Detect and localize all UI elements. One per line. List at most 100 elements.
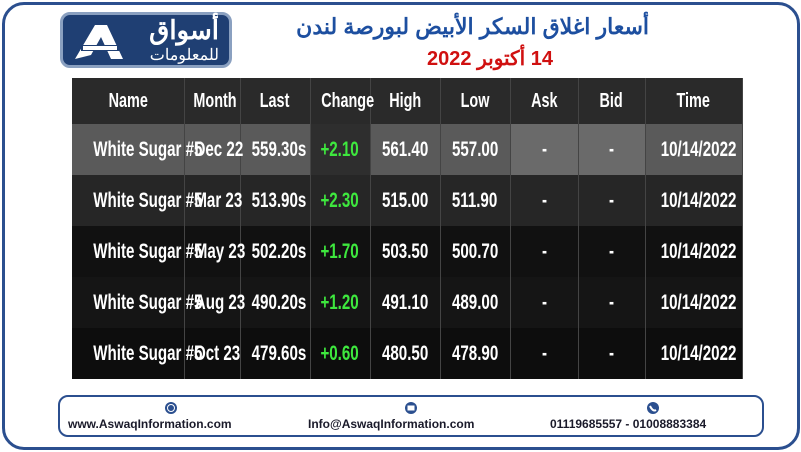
table-cell: - xyxy=(510,124,579,175)
phone: 01119685557 - 01008883384 xyxy=(550,417,707,431)
table-cell-text: +1.20 xyxy=(320,290,360,314)
table-cell-text: +0.60 xyxy=(320,341,360,365)
table-cell-text: - xyxy=(541,137,547,161)
web-icon xyxy=(165,402,177,414)
table-cell-text: - xyxy=(541,290,547,314)
table-cell: 559.30s xyxy=(240,124,311,175)
logo: أسواق للمعلومات xyxy=(60,12,232,68)
table-cell: - xyxy=(510,277,579,328)
column-header-text: Change xyxy=(320,89,374,112)
table-cell-text: - xyxy=(608,137,615,161)
website: www.AswaqInformation.com xyxy=(68,417,232,431)
table-cell: Dec 22 xyxy=(184,124,243,175)
logo-name: أسواق xyxy=(149,15,219,45)
logo-icon xyxy=(75,25,123,59)
table-cell-text: - xyxy=(608,341,615,365)
table-cell: 10/14/2022 xyxy=(645,124,743,175)
table-cell-text: - xyxy=(541,188,547,212)
table-cell-text: 503.50 xyxy=(381,239,429,263)
table-cell: - xyxy=(510,226,579,277)
column-header-text: Last xyxy=(260,89,290,112)
table-cell-text: 478.90 xyxy=(451,341,499,365)
table-cell-text: May 23 xyxy=(194,239,245,263)
column-header: Change xyxy=(310,78,374,124)
table-cell-text: 490.20s xyxy=(251,290,306,314)
table-cell-text: White Sugar #5 xyxy=(93,239,203,263)
table-cell-text: 10/14/2022 xyxy=(660,239,736,263)
table-cell: White Sugar #5 xyxy=(72,124,202,175)
table-cell-text: 511.90 xyxy=(452,188,498,212)
column-header-text: Bid xyxy=(599,89,624,112)
table-cell-text: 513.90s xyxy=(251,188,306,212)
table-cell: 478.90 xyxy=(440,328,511,379)
table-cell-text: - xyxy=(608,188,615,212)
table-cell: Aug 23 xyxy=(184,277,245,328)
table-cell: - xyxy=(578,124,646,175)
column-header-text: Low xyxy=(460,89,490,112)
table-cell-text: 10/14/2022 xyxy=(660,341,736,365)
table-cell: May 23 xyxy=(184,226,245,277)
table-cell: 511.90 xyxy=(440,175,511,226)
column-header-text: Month xyxy=(192,89,237,112)
table-cell: +1.70 xyxy=(310,226,371,277)
table-cell: Mar 23 xyxy=(184,175,242,226)
table-cell: - xyxy=(510,328,579,379)
table-cell: White Sugar #5 xyxy=(72,277,202,328)
table-row: White Sugar #5 Mar 23 513.90s +2.30 515.00 51… xyxy=(72,175,743,226)
email: Info@AswaqInformation.com xyxy=(308,417,475,431)
table-row: White Sugar #5 Oct 23 479.60s +0.60 480.50 47… xyxy=(72,328,743,379)
table-cell: 10/14/2022 xyxy=(645,328,743,379)
table-cell-text: 491.10 xyxy=(381,290,429,314)
table-cell-text: White Sugar #5 xyxy=(93,188,203,212)
table-cell-text: +1.70 xyxy=(320,239,360,263)
footer: www.AswaqInformation.com Info@AswaqInfor… xyxy=(58,395,764,437)
table-cell: 500.70 xyxy=(440,226,511,277)
column-header: High xyxy=(370,78,441,124)
table-cell: +1.20 xyxy=(310,277,371,328)
table-cell: 480.50 xyxy=(370,328,441,379)
table-cell: - xyxy=(578,175,646,226)
table-row: White Sugar #5 Aug 23 490.20s +1.20 491.10 48… xyxy=(72,277,743,328)
table-cell-text: +2.10 xyxy=(320,137,360,161)
date: 14 أكتوبر 2022 xyxy=(427,48,553,70)
table-cell: 489.00 xyxy=(440,277,511,328)
column-header: Month xyxy=(184,78,241,124)
table-cell: - xyxy=(578,226,646,277)
table-cell-text: 561.40 xyxy=(381,137,429,161)
header-row: Name Month Last Change High Low Ask Bid Time xyxy=(72,78,743,124)
table-cell: 10/14/2022 xyxy=(645,277,743,328)
column-header: Last xyxy=(240,78,311,124)
table-cell-text: 10/14/2022 xyxy=(660,188,736,212)
table-cell-text: 480.50 xyxy=(381,341,429,365)
table-cell-text: - xyxy=(541,341,547,365)
table-cell: 557.00 xyxy=(440,124,511,175)
table-cell-text: 489.00 xyxy=(451,290,499,314)
table-cell: White Sugar #5 xyxy=(72,226,202,277)
table-cell: 561.40 xyxy=(370,124,441,175)
column-header: Bid xyxy=(578,78,646,124)
table-cell: 513.90s xyxy=(240,175,311,226)
table-cell-text: Oct 23 xyxy=(193,341,240,365)
table-cell: 491.10 xyxy=(370,277,441,328)
table-cell: Oct 23 xyxy=(184,328,241,379)
table-cell: +2.10 xyxy=(310,124,371,175)
table-row: White Sugar #5 Dec 22 559.30s +2.10 561.40 55… xyxy=(72,124,743,175)
table-cell-text: - xyxy=(608,290,615,314)
title: أسعار اغلاق السكر الأبيض لبورصة لندن xyxy=(296,14,649,39)
table-cell-text: 559.30s xyxy=(251,137,306,161)
table-cell-text: 502.20s xyxy=(251,239,306,263)
table-cell: 490.20s xyxy=(240,277,311,328)
column-header-text: Ask xyxy=(530,89,558,112)
table-cell: +0.60 xyxy=(310,328,371,379)
table-cell-text: 479.60s xyxy=(251,341,306,365)
column-header: Name xyxy=(72,78,185,124)
table-cell-text: - xyxy=(541,239,547,263)
table-cell: - xyxy=(578,277,646,328)
logo-subtitle: للمعلومات xyxy=(149,47,219,64)
table-cell-text: 10/14/2022 xyxy=(660,290,736,314)
phone-icon xyxy=(647,402,659,414)
table-cell-text: 500.70 xyxy=(451,239,499,263)
table-cell-text: 515.00 xyxy=(381,188,429,212)
table-cell: - xyxy=(578,328,646,379)
